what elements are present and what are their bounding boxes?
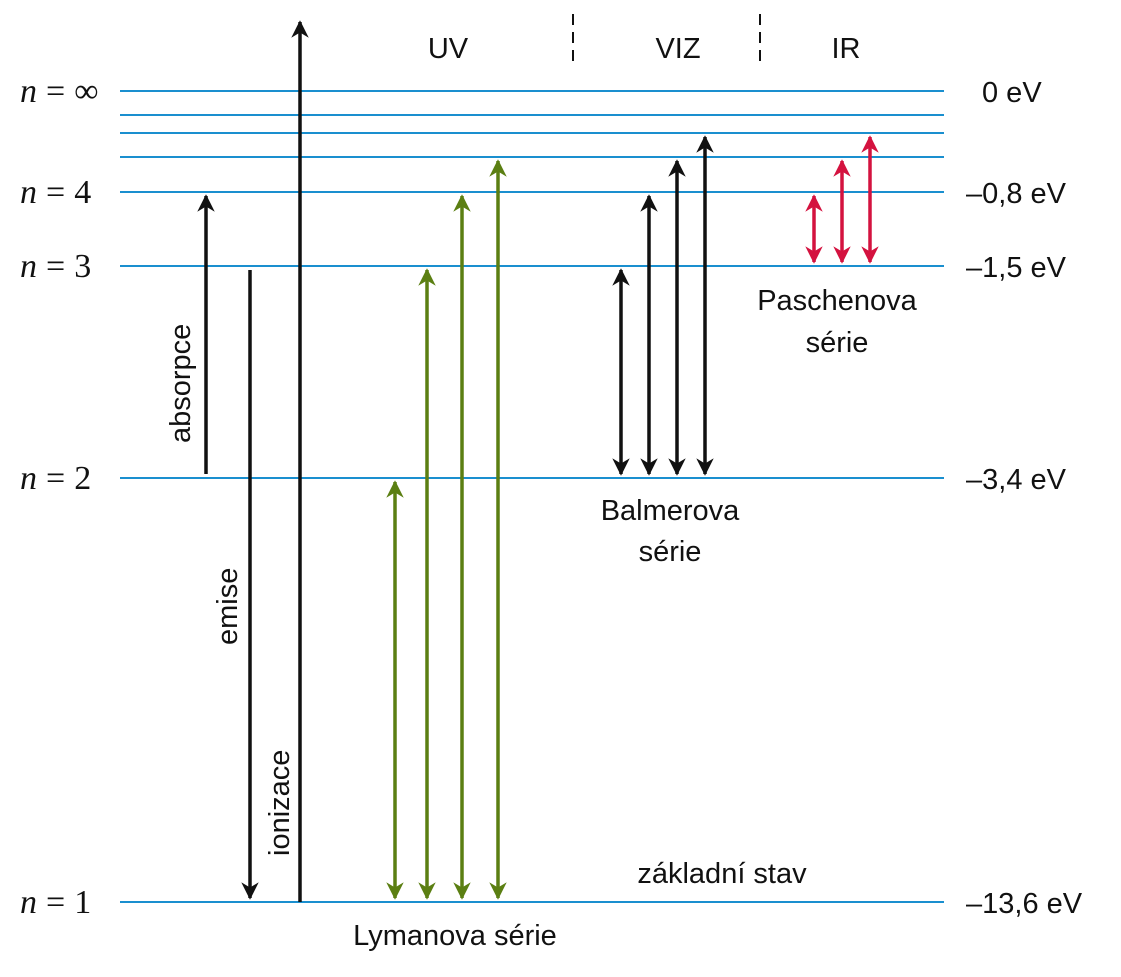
lyman-series-arrows — [386, 159, 507, 900]
region-ir-label: IR — [832, 33, 861, 65]
quantum-number-labels: n = ∞ n = 4 n = 3 n = 2 n = 1 — [20, 73, 98, 921]
paschen-label-line1: Paschenova — [757, 285, 917, 317]
level-label-4: n = 4 — [20, 174, 91, 211]
level-label-inf: n = ∞ — [20, 73, 98, 110]
paschen-label-line2: série — [806, 327, 869, 359]
balmer-label-line2: série — [639, 536, 702, 568]
lyman-label: Lymanova série — [353, 920, 557, 952]
balmer-label-line1: Balmerova — [601, 495, 740, 527]
level-label-3: n = 3 — [20, 248, 91, 285]
energy-value-labels: 0 eV –0,8 eV –1,5 eV –3,4 eV –13,6 eV — [966, 77, 1083, 920]
absorption-label: absorpce — [165, 324, 197, 443]
ionization-label: ionizace — [264, 750, 296, 856]
region-viz-label: VIZ — [655, 33, 700, 65]
energy-label-3: –1,5 eV — [966, 252, 1067, 284]
region-uv-label: UV — [428, 33, 469, 65]
energy-label-inf: 0 eV — [982, 77, 1042, 109]
energy-label-4: –0,8 eV — [966, 178, 1067, 210]
paschen-series-arrows — [805, 135, 879, 264]
energy-label-1: –13,6 eV — [966, 888, 1083, 920]
energy-levels — [120, 90, 944, 903]
emission-label: emise — [212, 568, 244, 645]
level-label-1: n = 1 — [20, 884, 91, 921]
energy-label-2: –3,4 eV — [966, 464, 1067, 496]
level-label-2: n = 2 — [20, 460, 91, 497]
ground-state-label: základní stav — [637, 858, 807, 890]
balmer-series-arrows — [612, 135, 714, 476]
